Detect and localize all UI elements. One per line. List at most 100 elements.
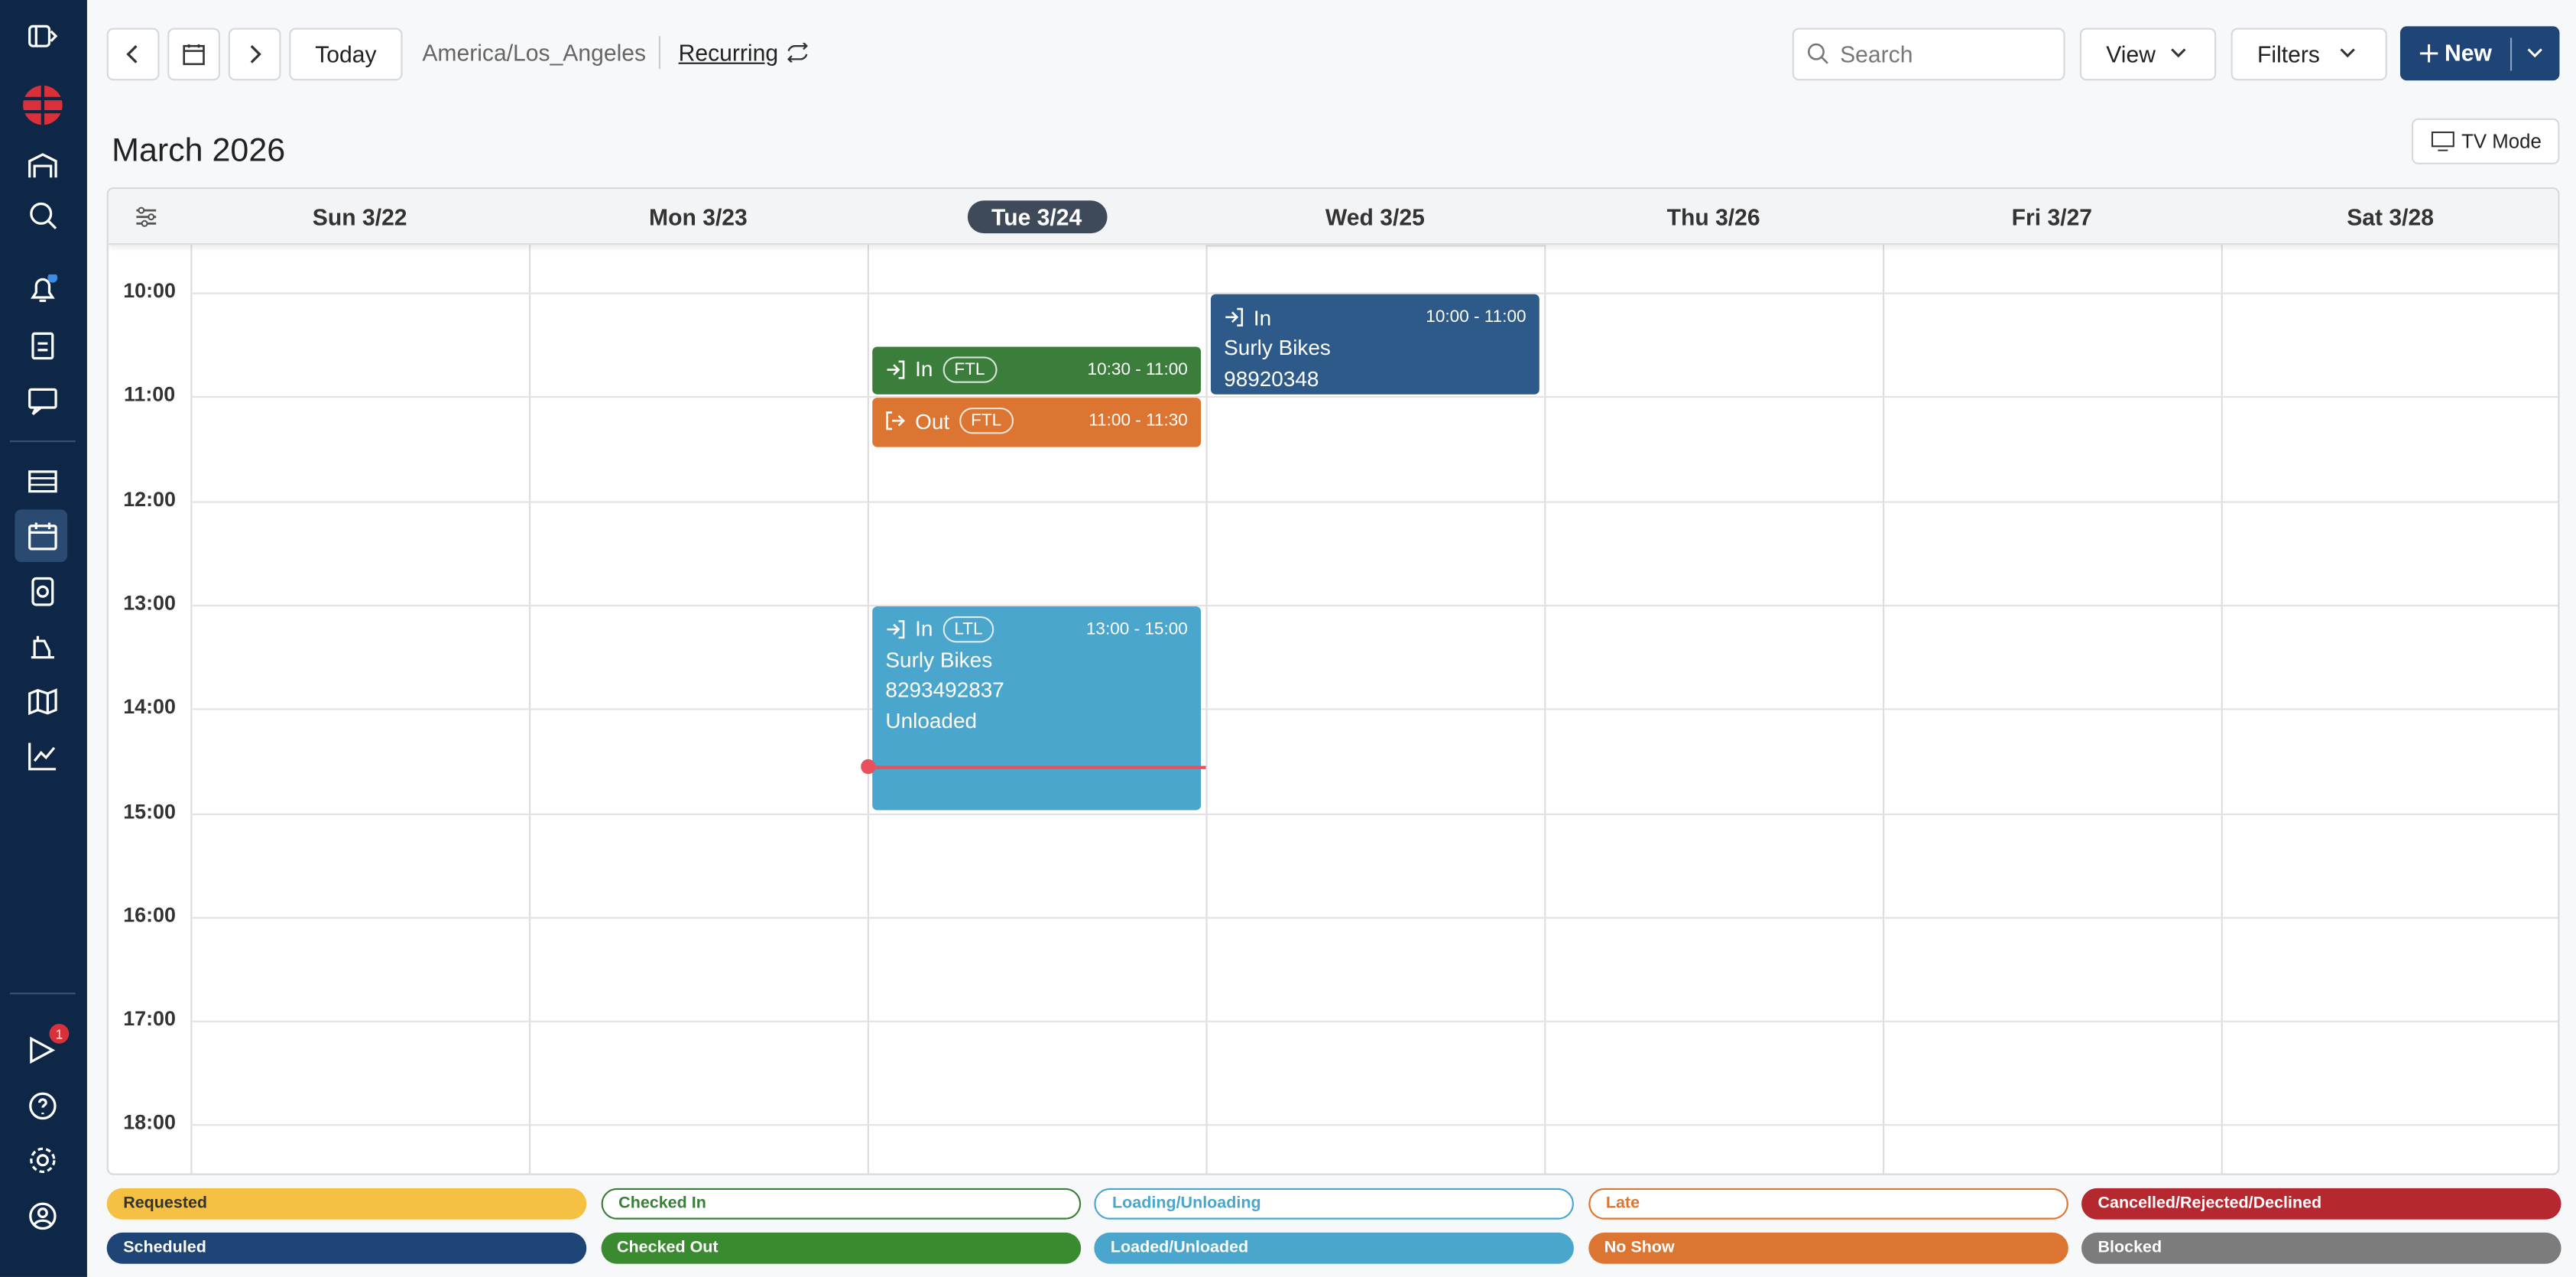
nav-profile[interactable] [28,1201,58,1231]
date-picker[interactable] [167,28,220,81]
legend-item: Late [1588,1188,2068,1220]
appointment[interactable]: Out FTL 11:00 - 11:30 [872,398,1202,447]
legend-item: Requested [106,1188,587,1220]
divider [2509,37,2513,71]
day-label: Tue 3/24 [966,200,1107,234]
nav-active [15,509,68,563]
legend-item: Loading/Unloading [1094,1188,1574,1220]
hour-line [190,1020,2558,1023]
badge: 1 [49,1023,70,1044]
today-button[interactable]: Today [289,28,403,81]
nav-updates[interactable] [28,1035,58,1065]
sidebar: 1 [0,0,87,1277]
hour-line [190,916,2558,918]
recurring-toggle[interactable]: Recurring [678,39,779,66]
direction: Out [915,408,950,434]
tv-mode-button[interactable]: TV Mode [2412,118,2560,164]
nav-calendar[interactable] [28,521,58,551]
day-label: Mon 3/23 [649,203,748,230]
day-label: Wed 3/25 [1325,203,1425,230]
nav-yard[interactable] [28,577,58,606]
nav-docks[interactable] [28,466,58,496]
hour-line [190,292,2558,294]
nav-warehouse[interactable] [28,151,58,181]
nav-notifications[interactable] [28,274,58,304]
legend-item: Blocked [2081,1232,2561,1264]
hour-line [190,708,2558,710]
nav-equipment[interactable] [28,632,58,662]
hour-label: 12:00 [123,487,176,511]
search-input[interactable]: Search [1792,28,2065,81]
hour-label: 10:00 [123,279,176,303]
day-header[interactable]: Fri 3/27 [1883,189,2221,245]
divider [9,993,76,995]
legend-item: Scheduled [106,1232,587,1264]
day-header[interactable]: Sun 3/22 [190,189,529,245]
nav-settings[interactable] [28,1145,58,1175]
plus-icon [2419,44,2438,63]
appointment[interactable]: In LTL 13:00 - 15:00 Surly Bikes 8293492837 U… [872,606,1202,811]
day-label: Thu 3/26 [1666,203,1760,230]
legend-item: Checked Out [600,1232,1081,1264]
direction: In [915,356,933,382]
appointment-line: 8293492837 [885,677,1004,703]
nav-map[interactable] [28,687,58,716]
appointment-header: In 10:00 - 11:00 [1224,302,1526,332]
time-range: 11:00 - 11:30 [1088,411,1188,431]
nav-messages[interactable] [28,386,58,416]
view-dropdown[interactable]: View [2079,28,2217,81]
day-header[interactable]: Sat 3/28 [2221,189,2558,245]
day-label: Sun 3/22 [312,203,407,230]
nav-search[interactable] [28,200,58,230]
search-icon [1807,43,1828,64]
new-menu[interactable] [2526,47,2542,59]
next-button[interactable] [228,28,281,81]
new-label[interactable]: New [2445,39,2492,66]
divider [658,36,660,70]
appointment-line: Surly Bikes [1224,335,1331,360]
prev-button[interactable] [106,28,160,81]
nav-help[interactable] [28,1091,58,1121]
day-header[interactable]: Mon 3/23 [529,189,868,245]
hour-label: 17:00 [123,1007,176,1031]
direction: In [1253,304,1272,330]
appointment[interactable]: In 10:00 - 11:00 Surly Bikes 98920348 [1210,294,1539,395]
legend-item: No Show [1588,1232,2068,1264]
grid-settings[interactable] [135,206,157,229]
appointment-line: Unloaded [885,708,978,733]
day-label: Fri 3/27 [2011,203,2093,230]
day-header[interactable]: Thu 3/26 [1544,189,1883,245]
hour-label: 11:00 [123,383,176,407]
calendar-header [108,189,2558,245]
calendar-grid: Sun 3/22 Mon 3/23 Tue 3/24 Wed 3/25 Thu 3/26… [106,187,2560,1175]
divider [9,440,76,443]
chevron [2171,48,2186,58]
legend-item: Loaded/Unloaded [1094,1232,1574,1264]
current-time-line [867,765,1206,768]
mode-pill: FTL [942,356,997,382]
day-header[interactable]: Tue 3/24 [868,189,1206,245]
appointment-header: In LTL 13:00 - 15:00 [885,615,1188,645]
sidebar-toggle[interactable] [28,21,58,51]
appointment[interactable]: In FTL 10:30 - 11:00 [872,346,1202,395]
tv-icon [2431,131,2454,151]
recurring-icon [787,42,808,63]
logo[interactable] [21,84,64,127]
hour-line [190,396,2558,398]
nav-tasks[interactable] [28,330,58,360]
hour-line [1205,245,1545,247]
legend-item: Checked In [600,1188,1081,1220]
filters-dropdown[interactable]: Filters [2230,28,2387,81]
appointment-line: Surly Bikes [885,647,993,672]
timezone[interactable]: America/Los_Angeles [422,39,647,66]
nav-analytics[interactable] [28,741,58,771]
day-header[interactable]: Wed 3/25 [1206,189,1545,245]
month-title: March 2026 [112,133,286,170]
legend-item: Cancelled/Rejected/Declined [2081,1188,2561,1220]
chevron [2340,48,2355,58]
mode-pill: LTL [942,616,994,643]
hour-label: 16:00 [123,903,176,927]
hour-line [190,500,2558,502]
day-label: Sat 3/28 [2347,203,2434,230]
